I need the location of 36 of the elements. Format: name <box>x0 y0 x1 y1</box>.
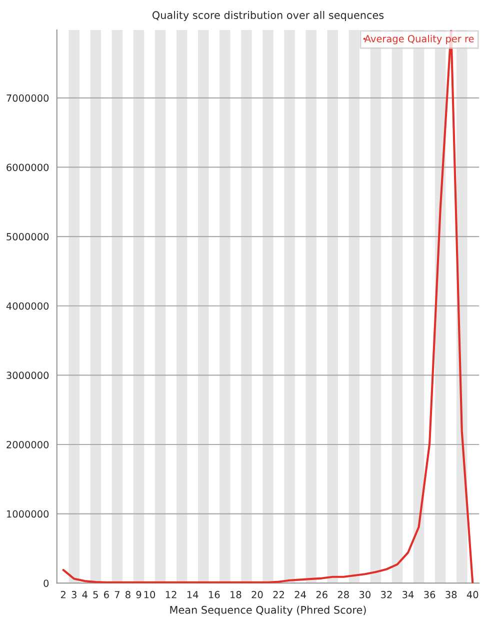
x-tick-label: 26 <box>316 590 328 598</box>
x-tick-label: 8 <box>126 590 130 598</box>
y-tick-label: 7000000 <box>6 94 49 102</box>
x-tick-label: 22 <box>273 590 284 598</box>
y-tick-label: 6000000 <box>6 164 49 172</box>
x-tick-label: 38 <box>446 590 457 598</box>
y-tick-label: 0 <box>44 580 49 587</box>
x-tick-label: 9 <box>136 590 142 598</box>
x-tick-label: 4 <box>82 591 88 598</box>
chart-title: Quality score distribution over all sequences <box>152 10 384 22</box>
x-tick-label: 12 <box>166 590 176 598</box>
y-tick-label: 3000000 <box>6 372 49 380</box>
x-axis-title: Mean Sequence Quality (Phred Score) <box>170 606 366 616</box>
x-tick-label: 7 <box>114 591 120 598</box>
y-tick-label: 1000000 <box>7 510 49 518</box>
y-tick-label: 5000000 <box>6 233 49 240</box>
x-tick-label: 2 <box>60 590 66 598</box>
x-tick-label: 14 <box>187 591 198 598</box>
legend-label: Average Quality per re <box>364 34 474 44</box>
x-tick-label: 28 <box>338 590 349 598</box>
x-tick-label: 10 <box>144 590 156 598</box>
x-tick-label: 6 <box>104 590 109 598</box>
x-tick-label: 40 <box>466 590 478 598</box>
x-tick-label: 24 <box>294 590 306 598</box>
x-tick-label: 32 <box>381 590 392 598</box>
y-tick-label: 4000000 <box>6 302 49 310</box>
x-tick-label: 34 <box>402 590 414 598</box>
x-tick-label: 5 <box>93 591 98 598</box>
x-tick-label: 36 <box>424 590 436 598</box>
x-tick-label: 18 <box>230 590 242 598</box>
x-tick-label: 16 <box>209 590 220 598</box>
x-tick-label: 30 <box>359 590 370 598</box>
y-tick-label: 2000000 <box>6 440 49 448</box>
line-series <box>62 30 474 584</box>
x-tick-label: 20 <box>252 590 263 598</box>
x-tick-label: 3 <box>72 590 76 598</box>
